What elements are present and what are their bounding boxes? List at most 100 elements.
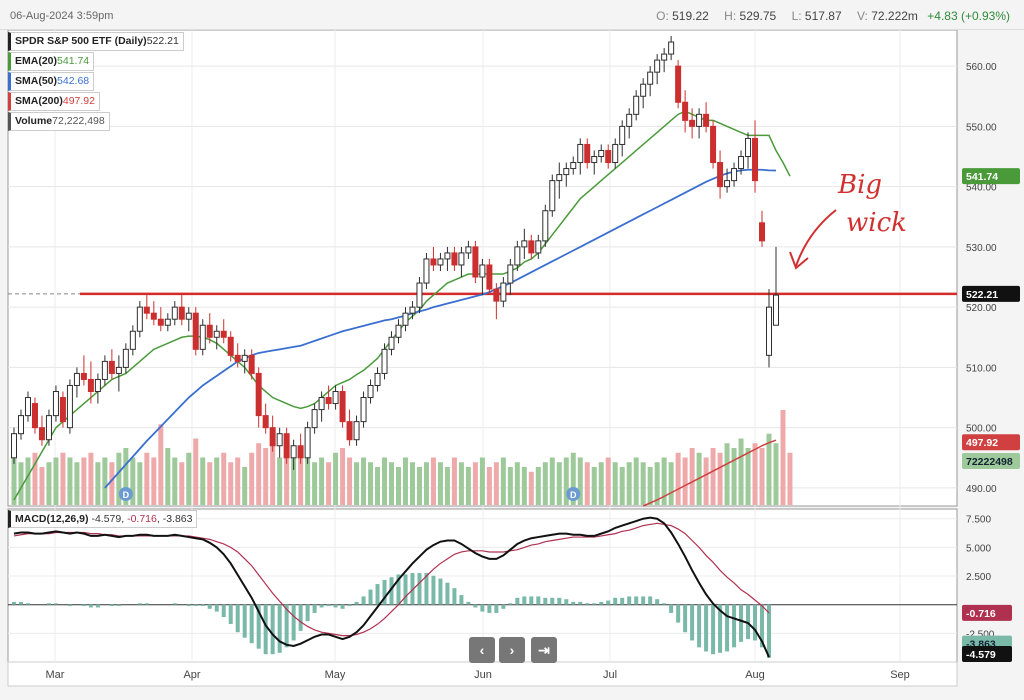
macd-histogram-bar (676, 604, 681, 623)
candle-body (87, 378, 94, 393)
scroll-end-button[interactable]: ⇥ (531, 637, 557, 663)
annotation-big: Big (838, 170, 883, 200)
macd-histogram-bar (627, 596, 632, 605)
candle-body (724, 180, 731, 188)
volume-bar (74, 462, 80, 505)
legend-title[interactable]: SPDR S&P 500 ETF (Daily) 522.21 (8, 32, 184, 51)
volume-bar (731, 448, 737, 505)
high-value: 529.75 (739, 9, 777, 23)
macd-histogram-bar (417, 573, 422, 605)
annotation-wick: wick (846, 208, 907, 238)
macd-histogram-bar (46, 603, 51, 605)
volume-bar (347, 457, 353, 505)
volume-bar (570, 452, 576, 505)
volume-bar (745, 448, 751, 505)
scroll-right-button[interactable]: › (499, 637, 525, 663)
macd-histogram-bar (249, 604, 254, 644)
macd-tick-label: 5.000 (966, 543, 991, 554)
macd-tick-label: 2.500 (966, 572, 991, 583)
legend-sma200-value: 497.92 (62, 95, 95, 107)
macd-histogram-bar (319, 604, 324, 608)
candle-body (31, 403, 38, 429)
macd-histogram-bar (501, 604, 506, 609)
candle-body (556, 174, 563, 182)
candle-body (577, 143, 584, 164)
volume-bar (53, 457, 59, 505)
macd-histogram-bar (466, 601, 471, 605)
macd-histogram-bar (25, 603, 30, 605)
chevron-right-icon: › (509, 642, 515, 658)
price-tick-label: 560.00 (966, 62, 997, 73)
candle-body (24, 397, 31, 417)
dividend-marker-label: D (123, 490, 130, 500)
legend-sma200[interactable]: SMA(200) 497.92 (8, 92, 100, 111)
candle-body (731, 168, 738, 182)
macd-histogram-bar (613, 597, 618, 605)
macd-histogram-bar (207, 604, 212, 609)
volume-bar (319, 457, 325, 505)
volume-bar (95, 462, 101, 505)
candle-body (612, 143, 619, 164)
macd-histogram-bar (298, 604, 303, 631)
time-tick-label: Jul (603, 669, 617, 681)
candle-body (339, 391, 346, 423)
candle-body (486, 264, 493, 290)
macd-histogram-bar (389, 577, 394, 605)
candle-body (472, 246, 479, 278)
chevron-left-icon: ‹ (479, 642, 485, 658)
candle-body (269, 427, 276, 447)
volume-bar (130, 457, 136, 505)
macd-histogram-bar (333, 604, 338, 608)
volume-bar (151, 457, 157, 505)
macd-histogram-bar (53, 603, 58, 605)
macd-histogram-bar (508, 603, 513, 605)
open-value: 519.22 (672, 9, 709, 23)
candle-body (514, 246, 521, 266)
macd-histogram-bar (88, 604, 93, 608)
candle-body (521, 240, 528, 248)
sma200-price-tag: 497.92 (966, 437, 998, 449)
candle-body (122, 348, 129, 368)
legend-sma50[interactable]: SMA(50) 542.68 (8, 72, 95, 91)
macd-histogram-bar (746, 604, 751, 640)
macd-histogram-bar (725, 604, 730, 652)
volume-bar (249, 452, 255, 505)
candle-body (416, 282, 423, 308)
volume-bar (612, 462, 618, 505)
volume-bar (423, 462, 429, 505)
time-tick-label: Sep (890, 669, 910, 681)
volume-bar (430, 457, 436, 505)
legend-sma50-value: 542.68 (57, 75, 90, 87)
volume-bar (333, 452, 339, 505)
volume-bar (605, 457, 611, 505)
volume-bar (556, 462, 562, 505)
macd-legend[interactable]: MACD(12,26,9) -4.579, -0.716, -3.863 (8, 510, 198, 528)
volume-bar (102, 457, 108, 505)
candle-body (52, 391, 59, 417)
candle-body (738, 156, 745, 170)
legend-volume[interactable]: Volume 72,222,498 (8, 112, 110, 131)
candle-body (234, 354, 241, 362)
legend-ema[interactable]: EMA(20) 541.74 (8, 52, 95, 71)
volume-bar (305, 457, 311, 505)
ema20-line (13, 110, 791, 501)
candle-body (227, 336, 234, 356)
scroll-left-button[interactable]: ‹ (469, 637, 495, 663)
volume-bar (514, 462, 520, 505)
macd-histogram-bar (270, 604, 275, 655)
macd-histogram-bar (186, 604, 191, 607)
candle-body (353, 421, 360, 441)
macd-histogram-bar (592, 603, 597, 605)
candle-body (633, 95, 640, 115)
macd-histogram-bar (256, 604, 261, 649)
macd-histogram-bar (578, 601, 583, 605)
candle-body (374, 372, 381, 386)
volume-bar (361, 457, 367, 505)
volume-bar (626, 462, 632, 505)
candle-body (465, 246, 472, 254)
candle-body (752, 137, 759, 182)
macd-histogram-bar (620, 597, 625, 605)
macd-histogram-bar (648, 596, 653, 605)
volume-bar (46, 462, 52, 505)
macd-histogram-bar (606, 600, 611, 605)
